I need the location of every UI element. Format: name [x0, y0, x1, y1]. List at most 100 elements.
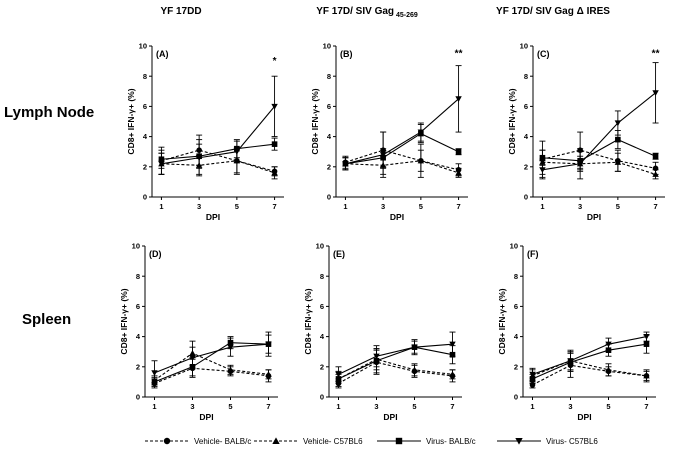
y-tick-label: 10 [316, 242, 324, 251]
data-series [151, 334, 272, 387]
column-title-main: YF 17D/ SIV Gag [316, 6, 394, 17]
chart-panel: 0 2 4 6 8 10 1 3 5 7 DPI CD8+ IFN-γ+ (%) (E) [303, 242, 462, 422]
y-tick-label: 10 [139, 42, 147, 51]
y-tick-label: 4 [327, 132, 332, 141]
y-tick-label: 8 [327, 72, 331, 81]
y-tick-label: 6 [320, 302, 324, 311]
x-tick-label: 1 [530, 402, 534, 411]
data-series [529, 331, 650, 381]
data-point [652, 90, 659, 97]
data-series [342, 131, 462, 178]
data-series [158, 137, 278, 169]
x-tick-label: 5 [228, 402, 232, 411]
y-tick-label: 2 [143, 162, 147, 171]
x-tick-label: 5 [412, 402, 416, 411]
data-point [189, 355, 196, 361]
legend-label: Vehicle- BALB/c [194, 437, 251, 446]
data-series [539, 130, 659, 171]
x-tick-label: 7 [266, 402, 270, 411]
data-series [539, 62, 659, 180]
y-tick-label: 2 [320, 362, 324, 371]
y-axis-label: CD8+ IFN-γ+ (%) [497, 288, 507, 354]
data-point [605, 341, 612, 348]
series-line [542, 92, 656, 171]
x-tick-label: 3 [568, 402, 572, 411]
column-title-main: YF 17D/ SIV Gag [496, 6, 574, 17]
series-line [532, 360, 647, 377]
y-axis-label: CD8+ IFN-γ+ (%) [119, 288, 129, 354]
data-point [411, 344, 418, 351]
y-tick-label: 8 [136, 272, 140, 281]
x-axis-label: DPI [383, 412, 397, 422]
x-tick-label: 3 [197, 202, 201, 211]
data-point [227, 366, 234, 373]
panel-label: (E) [333, 249, 345, 259]
y-axis-label: CD8+ IFN-γ+ (%) [310, 88, 320, 154]
data-point [652, 153, 659, 160]
legend-label: Vehicle- C57BL6 [303, 437, 363, 446]
legend-marker [272, 437, 280, 444]
significance-marker: ** [652, 49, 660, 60]
legend-item: Virus- C57BL6 [497, 437, 598, 446]
y-tick-label: 0 [524, 193, 528, 202]
chart-panel: 0 2 4 6 8 10 1 3 5 7 DPI CD8+ IFN-γ+ (%) (F) [497, 242, 656, 422]
x-tick-label: 5 [606, 402, 610, 411]
series-line [542, 149, 656, 169]
panel-label: (F) [527, 249, 539, 259]
x-axis-label: DPI [577, 412, 591, 422]
series-line [338, 358, 453, 380]
panel-label: (B) [340, 49, 353, 59]
data-point [158, 161, 165, 167]
y-tick-label: 4 [136, 332, 141, 341]
series-line [154, 352, 269, 381]
chart-panel: 0 2 4 6 8 10 1 3 5 7 DPI CD8+ IFN-γ+ (%) (D) [119, 242, 278, 422]
data-point [576, 161, 584, 167]
column-title-sub: Δ IRES [574, 6, 610, 17]
x-tick-label: 3 [190, 402, 194, 411]
data-series [158, 75, 278, 177]
x-tick-label: 7 [272, 202, 276, 211]
data-point [567, 358, 574, 364]
data-point [265, 371, 272, 377]
data-point [529, 371, 536, 378]
x-tick-label: 7 [644, 402, 648, 411]
y-tick-label: 4 [143, 132, 148, 141]
y-tick-label: 0 [514, 393, 518, 402]
legend: Vehicle- BALB/c Vehicle- C57BL6 Virus- BAL… [145, 437, 598, 446]
y-tick-label: 2 [524, 162, 528, 171]
data-series [529, 334, 650, 384]
series-line [338, 361, 453, 384]
y-tick-label: 8 [524, 72, 528, 81]
x-tick-label: 3 [578, 202, 582, 211]
data-point [265, 341, 272, 348]
data-point [373, 353, 380, 360]
series-line [161, 106, 275, 165]
y-tick-label: 0 [136, 393, 140, 402]
data-point [227, 344, 234, 351]
y-tick-label: 8 [514, 272, 518, 281]
column-title: YF 17DD [160, 6, 201, 17]
y-tick-label: 8 [320, 272, 324, 281]
data-point [271, 103, 278, 110]
data-series [539, 131, 659, 178]
series-line [532, 336, 647, 375]
x-tick-label: 3 [374, 402, 378, 411]
x-tick-label: 5 [419, 202, 423, 211]
x-tick-label: 7 [450, 402, 454, 411]
legend-label: Virus- BALB/c [426, 437, 476, 446]
x-tick-label: 1 [336, 402, 340, 411]
data-point [539, 154, 546, 161]
y-tick-label: 8 [143, 72, 147, 81]
y-tick-label: 10 [323, 42, 331, 51]
panel-label: (C) [537, 49, 550, 59]
data-series [539, 149, 659, 180]
x-axis-label: DPI [206, 212, 220, 222]
x-tick-label: 1 [540, 202, 544, 211]
data-point [614, 159, 622, 165]
data-series [335, 331, 456, 383]
legend-item: Virus- BALB/c [377, 437, 476, 446]
series-line [161, 143, 275, 160]
data-point [614, 120, 622, 127]
data-point [615, 136, 621, 143]
series-line [542, 161, 656, 175]
